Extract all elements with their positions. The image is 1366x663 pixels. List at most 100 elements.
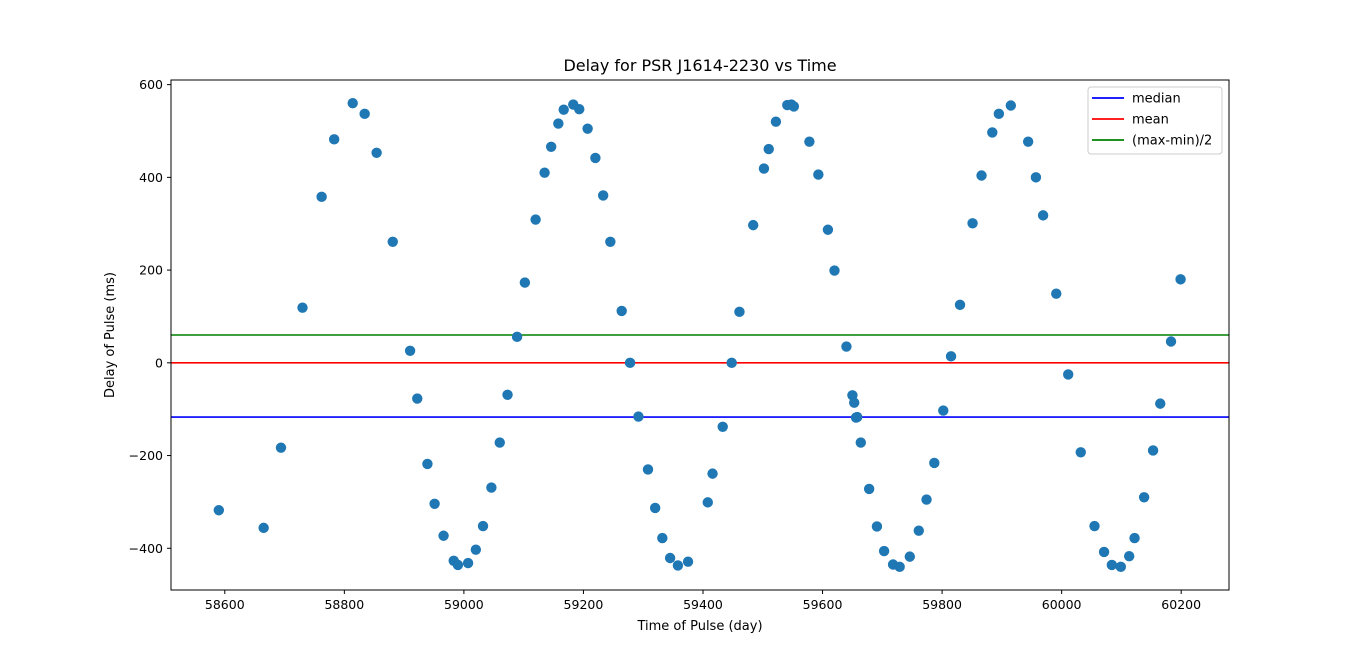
data-point [763, 143, 774, 155]
x-tick-label: 59000 [444, 597, 484, 612]
data-point [954, 299, 966, 311]
data-point [1175, 274, 1186, 285]
data-point [813, 169, 824, 180]
data-point [545, 141, 557, 152]
data-point [605, 236, 616, 248]
x-tick-label: 59400 [683, 597, 723, 612]
x-tick-label: 60000 [1042, 597, 1082, 612]
data-point [702, 497, 713, 508]
legend: median mean (max-min)/2 [1087, 86, 1223, 155]
legend-label: median [1132, 92, 1181, 107]
data-point [258, 522, 269, 534]
data-point [1129, 532, 1140, 544]
data-point [462, 557, 474, 569]
x-tick-label: 60200 [1161, 597, 1201, 612]
data-point [616, 305, 627, 317]
data-point [863, 483, 875, 495]
legend-box [1087, 86, 1223, 155]
data-point [976, 170, 987, 181]
data-point [913, 525, 924, 536]
data-point [624, 357, 636, 369]
y-tick-label: 200 [139, 263, 163, 278]
data-point [1138, 492, 1150, 503]
data-point [1030, 172, 1042, 183]
data-point [347, 97, 358, 109]
data-point [770, 116, 782, 127]
data-point [511, 331, 523, 343]
legend-items: median mean (max-min)/2 [1092, 92, 1212, 149]
data-point [734, 306, 745, 318]
x-tick-label: 58800 [324, 597, 364, 612]
data-point [1022, 136, 1034, 147]
data-point [1005, 100, 1017, 111]
data-point [1063, 369, 1074, 380]
data-point [590, 152, 601, 164]
x-axis-label: Time of Pulse (day) [636, 619, 762, 634]
data-point [878, 545, 890, 557]
data-point [438, 530, 449, 541]
data-point [682, 556, 694, 567]
data-point [328, 134, 340, 145]
data-point [486, 482, 497, 493]
x-axis: 58600 58800 59000 59200 59400 59600 59800 60000… [205, 590, 1201, 612]
x-tick-label: 58600 [205, 597, 245, 612]
data-point [707, 468, 718, 479]
data-point [829, 265, 840, 276]
data-point [642, 464, 654, 475]
data-point [558, 104, 569, 115]
data-point [841, 341, 852, 352]
data-point [452, 559, 464, 571]
data-point [297, 302, 308, 313]
data-point [1098, 546, 1110, 558]
data-point [1051, 288, 1062, 299]
data-point [1155, 398, 1166, 409]
data-point [553, 118, 564, 129]
data-point [539, 167, 550, 178]
data-point [822, 224, 834, 235]
data-point [519, 277, 531, 288]
data-point [967, 218, 978, 229]
data-point [1106, 559, 1118, 571]
y-tick-label: 400 [139, 170, 163, 185]
data-point [717, 421, 728, 432]
x-tick-label: 59800 [922, 597, 962, 612]
data-point [849, 397, 860, 408]
data-point [387, 236, 398, 248]
data-point [938, 405, 949, 416]
data-point [494, 437, 505, 448]
data-point [921, 494, 932, 505]
data-point [1075, 447, 1086, 458]
data-point [664, 552, 676, 564]
data-point [871, 521, 883, 532]
data-point [855, 437, 866, 448]
legend-label: (max-min)/2 [1132, 134, 1212, 149]
data-point [1165, 336, 1177, 347]
plot-frame [170, 79, 1230, 591]
data-point [1089, 520, 1100, 532]
data-point [359, 108, 370, 120]
data-point [582, 123, 593, 134]
data-point [904, 551, 916, 562]
y-axis-label: Delay of Pulse (ms) [103, 272, 118, 398]
data-point [429, 498, 440, 509]
data-point [1037, 210, 1049, 221]
data-point [597, 190, 609, 201]
data-point [371, 147, 382, 158]
data-point [657, 532, 668, 544]
data-point [316, 191, 327, 203]
x-tick-label: 59600 [803, 597, 843, 612]
data-point [574, 104, 585, 115]
data-point [929, 457, 940, 469]
data-point [404, 345, 416, 356]
data-point [672, 560, 684, 571]
y-tick-label: −200 [129, 448, 163, 463]
data-point [945, 351, 957, 362]
y-axis: −400 −200 0 200 400 600 [129, 77, 171, 556]
data-point [633, 411, 644, 422]
plot-area [170, 79, 1230, 591]
data-point [275, 442, 287, 453]
data-point [213, 505, 225, 516]
data-point [726, 357, 737, 369]
data-point [502, 389, 513, 401]
